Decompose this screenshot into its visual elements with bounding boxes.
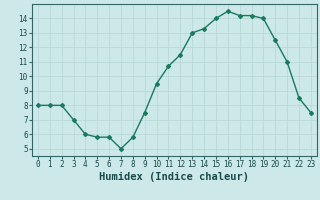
X-axis label: Humidex (Indice chaleur): Humidex (Indice chaleur) bbox=[100, 172, 249, 182]
